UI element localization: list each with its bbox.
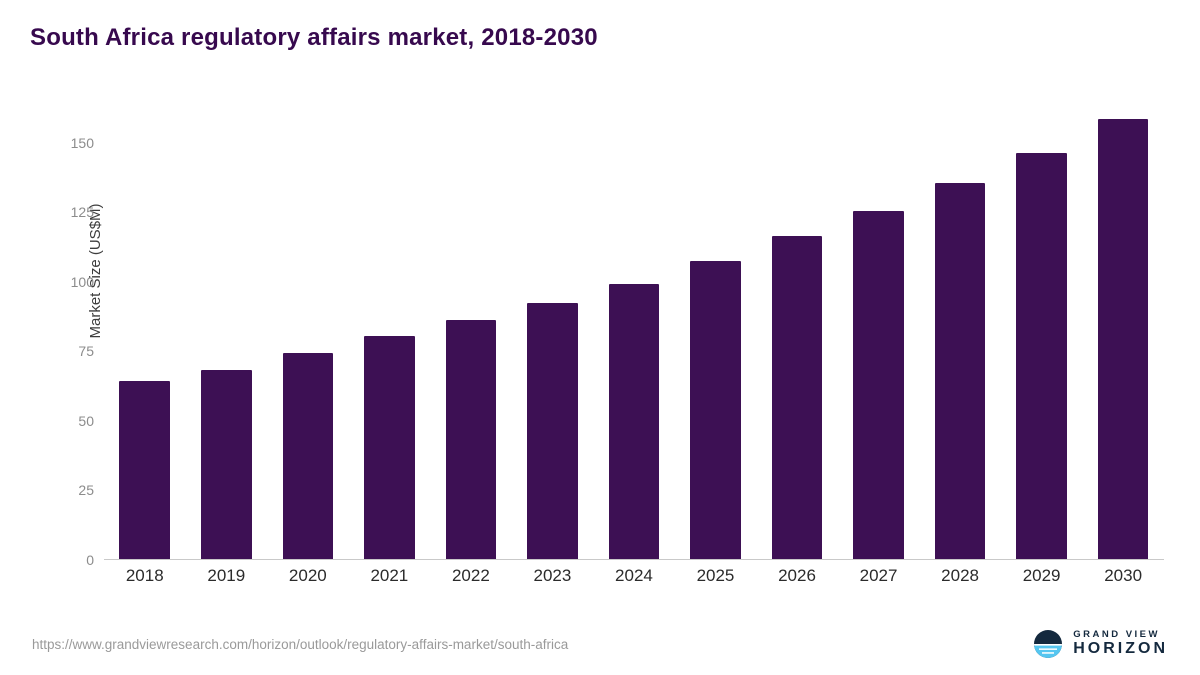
bar-column-2030 bbox=[1082, 100, 1164, 559]
y-tick-label: 100 bbox=[70, 273, 94, 290]
x-tick-label-2024: 2024 bbox=[615, 566, 653, 585]
bar-2021 bbox=[364, 336, 415, 559]
x-tick-label-2026: 2026 bbox=[778, 566, 816, 585]
y-tick-label: 50 bbox=[78, 412, 94, 429]
x-tick-label-2021: 2021 bbox=[370, 566, 409, 585]
y-tick-label: 0 bbox=[86, 552, 94, 568]
source-url: https://www.grandviewresearch.com/horizo… bbox=[32, 636, 569, 652]
brand-text: GRAND VIEW HORIZON bbox=[1073, 628, 1168, 658]
x-tick-label-2020: 2020 bbox=[288, 566, 327, 585]
x-axis-spacer bbox=[30, 566, 104, 586]
brand-logo: GRAND VIEW HORIZON bbox=[1033, 629, 1168, 659]
x-tick-label-2018: 2018 bbox=[125, 566, 164, 585]
plot-area bbox=[104, 100, 1164, 560]
x-axis-labels-row: 2018 2019 2020 2021 2022 2023 2024 2025 2026 2027… bbox=[104, 566, 1164, 586]
brand-name-top: GRAND VIEW bbox=[1073, 628, 1160, 640]
bar-2026 bbox=[771, 236, 823, 559]
x-tick-label-2023: 2023 bbox=[533, 566, 572, 585]
bar-2029 bbox=[1016, 152, 1067, 559]
brand-name-bottom: HORIZON bbox=[1073, 640, 1168, 658]
bar-2018 bbox=[119, 380, 171, 559]
bar-column-2023 bbox=[512, 100, 594, 559]
y-tick-label: 150 bbox=[70, 134, 94, 151]
bar-2025 bbox=[690, 261, 741, 559]
y-axis-ticks: 0 25 50 75 100 125 150 bbox=[58, 100, 104, 568]
footer: https://www.grandviewresearch.com/horizo… bbox=[0, 613, 1200, 675]
horizon-logo-icon bbox=[1034, 630, 1063, 658]
chart-title: South Africa regulatory affairs market, … bbox=[30, 24, 598, 51]
x-tick-label-2019: 2019 bbox=[207, 566, 246, 585]
bar-column-2028 bbox=[919, 100, 1001, 559]
x-tick-label-2022: 2022 bbox=[451, 566, 490, 585]
x-tick-label-2025: 2025 bbox=[696, 566, 735, 585]
y-tick-label: 125 bbox=[70, 204, 94, 221]
x-axis-labels: 2018 2019 2020 2021 2022 2023 2024 2025 2026 2027… bbox=[30, 566, 1164, 586]
bar-2019 bbox=[201, 369, 252, 559]
bar-2028 bbox=[934, 183, 986, 559]
x-tick-label-2030: 2030 bbox=[1104, 566, 1143, 585]
bar-2020 bbox=[282, 353, 334, 559]
x-tick-label-2028: 2028 bbox=[941, 566, 979, 585]
bar-2030 bbox=[1097, 119, 1149, 559]
x-tick-label-2027: 2027 bbox=[859, 566, 898, 585]
bar-2024 bbox=[608, 283, 660, 559]
bar-column-2027 bbox=[838, 100, 920, 559]
y-tick-label: 75 bbox=[78, 343, 94, 360]
x-tick-label-2029: 2029 bbox=[1022, 566, 1061, 585]
bar-column-2029 bbox=[1001, 100, 1083, 559]
bars-row bbox=[104, 100, 1164, 559]
bar-column-2026 bbox=[756, 100, 838, 559]
bar-column-2019 bbox=[186, 100, 268, 559]
bar-column-2022 bbox=[430, 100, 512, 559]
bar-column-2024 bbox=[593, 100, 675, 559]
bar-2027 bbox=[853, 211, 904, 559]
y-tick-label: 25 bbox=[78, 482, 94, 499]
bar-column-2021 bbox=[349, 100, 431, 559]
bar-chart: Market Size (US$M) 0 25 50 75 100 125 150 bbox=[30, 100, 1164, 568]
bar-column-2020 bbox=[267, 100, 349, 559]
y-axis-label-column: Market Size (US$M) bbox=[30, 100, 104, 560]
bar-column-2018 bbox=[104, 100, 186, 559]
bar-2023 bbox=[527, 303, 578, 559]
bar-2022 bbox=[445, 319, 497, 559]
bar-column-2025 bbox=[675, 100, 757, 559]
